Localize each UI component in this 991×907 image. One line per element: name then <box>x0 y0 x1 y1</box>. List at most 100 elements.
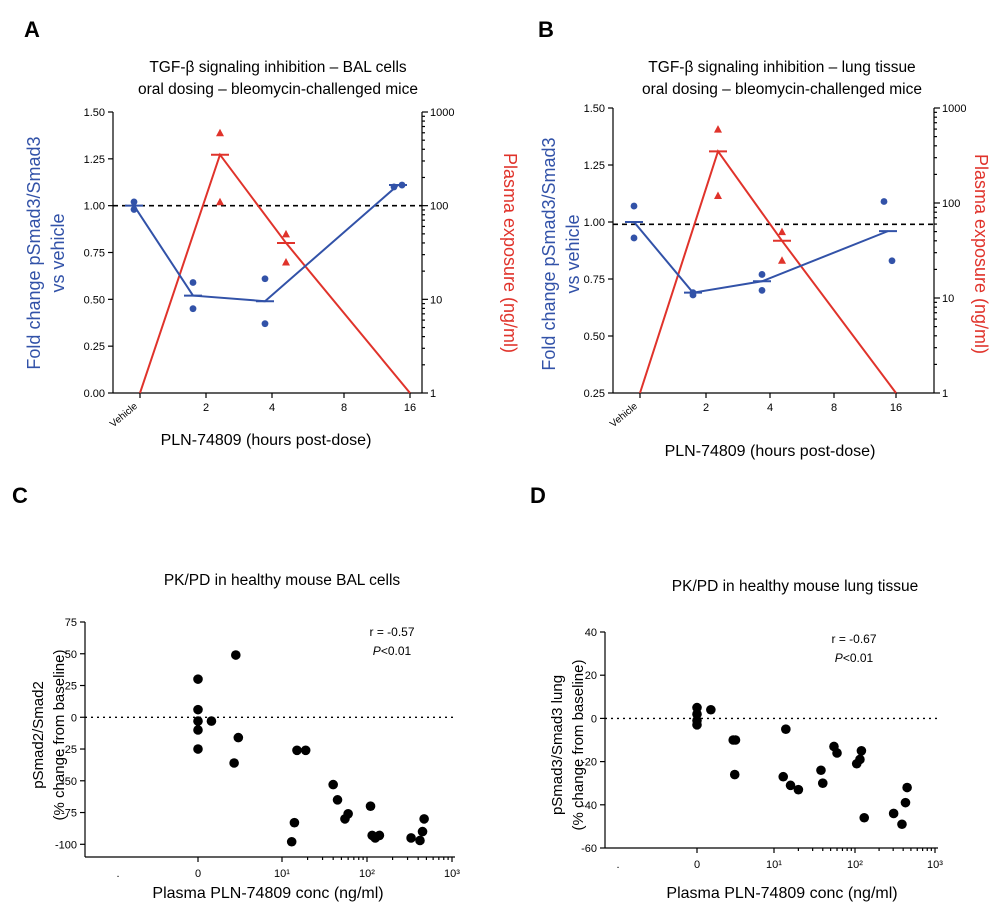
panel-b-pd-point <box>689 289 697 297</box>
panel-b-ylabel-right: Plasma exposure (ng/ml) <box>971 154 991 354</box>
panel-a-x-tick-label: 16 <box>404 402 416 414</box>
panel-d-ylabel-2: (% change from baseline) <box>570 660 587 831</box>
panel-b-y-tick-label: 1.25 <box>584 160 605 172</box>
panel-c-data-point <box>233 732 244 743</box>
panel-d-y-tick-label: -20 <box>581 757 597 769</box>
panel-a-xlabel: PLN-74809 (hours post-dose) <box>161 432 372 449</box>
panel-d-data-point <box>793 784 804 795</box>
panel-a-pk-point <box>216 128 224 137</box>
panel-a-ylabel-left-2: vs vehicle <box>48 213 68 292</box>
panel-b-ylabel-left-2: vs vehicle <box>563 214 583 293</box>
panel-a-y-tick-label: 0.00 <box>84 388 105 400</box>
panel-a-ylabel-left-1: Fold change pSmad3/Smad3 <box>24 136 44 369</box>
panel-d-data-point <box>859 812 870 823</box>
panel-c-x-tick-label: 0 <box>195 868 201 880</box>
panel-c-x-tick-label: . <box>116 868 119 880</box>
panel-b-y-tick-label: 0.25 <box>584 388 605 400</box>
panel-a-pd-point <box>398 181 406 189</box>
panel-d-ylabel-1: pSmad3/Smad3 lung <box>549 675 566 815</box>
panel-c-y-tick-label: -50 <box>61 776 77 788</box>
panel-d-data-point <box>706 704 716 715</box>
panel-d-y-tick-label: 40 <box>585 627 597 639</box>
panel-a-pk-point <box>282 229 290 238</box>
panel-d-data-point <box>897 819 907 830</box>
panel-b-x-tick-label: Vehicle <box>608 401 640 430</box>
panel-a-title-line-1: TGF-β signaling inhibition – BAL cells <box>149 59 407 76</box>
panel-a-y-tick-label: 1.25 <box>84 154 105 166</box>
panel-c-data-point <box>417 826 428 837</box>
panel-c-data-point <box>229 758 239 768</box>
panel-letter-d: D <box>530 483 546 508</box>
panel-c-data-point <box>415 835 425 846</box>
panel-c-data-point <box>231 650 241 660</box>
panel-b-y-tick-label: 0.75 <box>584 274 605 286</box>
panel-b-pk-mean-line <box>639 149 897 394</box>
panel-letter-a: A <box>24 17 40 42</box>
panel-c-data-point <box>419 814 429 824</box>
panel-a-pd-point <box>130 206 138 213</box>
panel-a-x-tick-label: 4 <box>269 402 275 414</box>
panel-a-ylabel-right: Plasma exposure (ng/ml) <box>500 153 520 353</box>
panel-b-y2-tick-label: 100 <box>942 198 960 210</box>
panel-a-y2-tick-label: 1000 <box>430 107 454 119</box>
panel-b-y2-tick-label: 10 <box>942 293 954 305</box>
panel-c-data-point <box>206 716 217 726</box>
panel-letter-c: C <box>12 483 28 508</box>
panel-c-data-point <box>193 704 203 715</box>
panel-a-pk-mean-line <box>139 152 411 394</box>
panel-b-pd-point <box>630 234 638 242</box>
panel-b-x-tick-label: 2 <box>703 402 709 414</box>
panel-d-data-point <box>817 778 828 788</box>
panel-d-y-tick-label: 20 <box>585 670 597 682</box>
panel-d-p-threshold: <0.01 <box>843 651 874 665</box>
panel-c-x-tick-label: 10³ <box>444 868 460 880</box>
panel-c-data-point <box>289 817 300 828</box>
panel-b-pd-point <box>888 257 896 265</box>
panel-d-data-point <box>785 780 796 791</box>
panel-a-pd-mean-line <box>133 184 399 303</box>
panel-d-data-point <box>832 748 842 758</box>
panel-d-data-point <box>692 720 702 730</box>
panel-b-title-line-2: oral dosing – bleomycin-challenged mice <box>642 81 922 98</box>
panel-c-x-tick-label: 10² <box>359 868 375 880</box>
panel-d-p-value: P<0.01 <box>835 651 874 665</box>
panel-a-pk-point <box>216 197 224 206</box>
panel-a-pd-point <box>189 305 197 313</box>
panel-c-xlabel: Plasma PLN-74809 conc (ng/ml) <box>152 885 383 902</box>
panel-b-pd-point <box>880 198 888 205</box>
panel-c-data-point <box>374 830 385 841</box>
panel-c-ylabel-1: pSmad2/Smad2 <box>30 681 47 789</box>
panel-a-y-tick-label: 1.00 <box>84 201 105 213</box>
panel-c-p-threshold: <0.01 <box>381 644 412 658</box>
panel-d-data-point <box>730 735 741 745</box>
panel-b-x-tick-label: 16 <box>890 402 902 414</box>
panel-d-y-tick-label: -40 <box>581 800 597 812</box>
panel-b-pd-point <box>758 271 766 278</box>
panel-a-pd-point <box>390 183 398 191</box>
panel-b-x-tick-label: 8 <box>831 402 837 414</box>
panel-d-data-point <box>816 765 826 776</box>
panel-d-x-tick-label: 10² <box>847 859 863 871</box>
panel-c-data-point <box>292 745 302 756</box>
panel-a-pd-point <box>189 279 197 286</box>
panel-d-data-point <box>902 782 912 793</box>
panel-c-data-point <box>193 725 203 735</box>
panel-d-r-value: r = -0.67 <box>831 632 876 646</box>
panel-d-data-point <box>781 724 791 734</box>
panel-c-data-point <box>365 801 376 811</box>
panel-d-x-tick-label: 10³ <box>927 859 943 871</box>
panel-d-data-point <box>855 754 865 765</box>
panel-c-data-point <box>332 795 343 805</box>
panel-b-title-line-1: TGF-β signaling inhibition – lung tissue <box>648 59 915 76</box>
panel-a-pk-point <box>282 258 290 266</box>
panel-b-pd-point <box>758 287 766 294</box>
panel-a-x-tick-label: 2 <box>203 402 209 414</box>
panel-a-y-tick-label: 0.25 <box>84 341 105 353</box>
panel-c-x-tick-label: 10¹ <box>274 868 290 880</box>
panel-c-data-point <box>343 809 353 819</box>
panel-c-data-point <box>328 779 338 790</box>
panel-d-x-tick-label: . <box>616 859 619 871</box>
panel-b-y-tick-label: 1.00 <box>584 217 605 229</box>
panel-d-data-point <box>778 771 789 782</box>
panel-d-data-point <box>856 746 867 756</box>
